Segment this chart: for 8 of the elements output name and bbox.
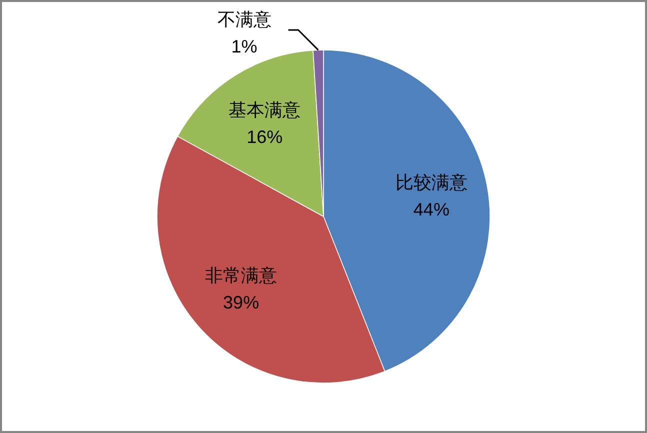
data-label: 16% bbox=[246, 127, 283, 148]
data-label: 1% bbox=[231, 36, 258, 56]
slice-label: 非常满意 bbox=[205, 266, 278, 286]
slice-label: 不满意 bbox=[217, 10, 272, 30]
data-label: 39% bbox=[223, 292, 260, 313]
data-label: 44% bbox=[413, 199, 450, 220]
slice-label: 比较满意 bbox=[395, 172, 468, 192]
slice-label: 基本满意 bbox=[228, 100, 301, 120]
